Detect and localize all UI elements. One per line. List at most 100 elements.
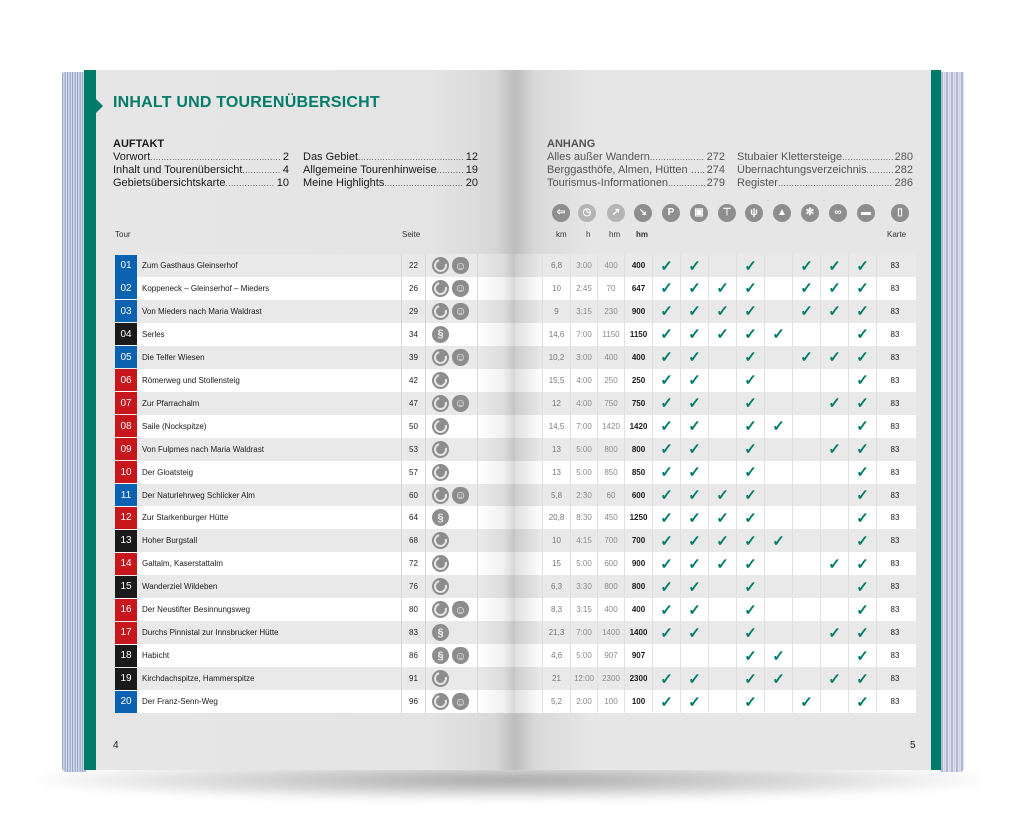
tour-row-right[interactable]: 15 5:00 600 900 ✓ ✓ ✓ ✓ ✓ ✓ 83 (515, 552, 916, 576)
check-accommodation: ✓ (849, 391, 877, 415)
tour-row-left[interactable]: 20 Der Franz-Senn-Weg 96 (115, 690, 515, 714)
tour-name[interactable]: Serles (137, 322, 402, 346)
tour-row-right[interactable]: 6,8 3:00 400 400 ✓ ✓ ✓ ✓ ✓ ✓ 83 (515, 254, 916, 277)
tour-row-left[interactable]: 10 Der Gloatsteig 57 (115, 460, 515, 484)
tour-row-left[interactable]: 05 Die Telfer Wiesen 39 (115, 345, 515, 369)
loop-route-icon (432, 578, 449, 596)
toc-entry[interactable]: Übernachtungsverzeichnis 282 (737, 164, 913, 177)
tour-row-right[interactable]: 14,6 7:00 1150 1150 ✓ ✓ ✓ ✓ ✓ ✓ 83 (515, 322, 916, 346)
tour-row-right[interactable]: 21 12:00 2300 2300 ✓ ✓ ✓ ✓ ✓ ✓ 83 (515, 667, 916, 691)
tour-row-right[interactable]: 10 4:15 700 700 ✓ ✓ ✓ ✓ ✓ ✓ 83 (515, 529, 916, 553)
tour-row-left[interactable]: 13 Hoher Burgstall 68 (115, 529, 515, 553)
tour-row-left[interactable]: 02 Koppeneck – Gleinserhof – Mieders 26 (115, 276, 515, 300)
tour-row-left[interactable]: 17 Durchs Pinnistal zur Innsbrucker Hütte… (115, 621, 515, 645)
tour-row-left[interactable]: 09 Von Fulpmes nach Maria Waldrast 53 (115, 437, 515, 461)
tour-name[interactable]: Der Neustifter Besinnungsweg (137, 598, 402, 622)
toc-entry[interactable]: Inhalt und Tourenübersicht 4 (113, 164, 289, 177)
tour-name[interactable]: Zum Gasthaus Gleinserhof (137, 254, 402, 277)
toc-entry[interactable]: Register 286 (737, 177, 913, 190)
duration-h: 4:00 (571, 391, 598, 415)
map-number: 83 (890, 674, 900, 684)
toc-entry[interactable]: Stubaier Klettersteige 280 (737, 151, 913, 164)
tour-row-right[interactable]: 21,3 7:00 1400 1400 ✓ ✓ ✓ ✓ ✓ 83 (515, 621, 916, 645)
gondola-icon: ⊤ (718, 204, 736, 222)
check-gondola: ✓ (709, 276, 737, 300)
tour-page-number: 91 (402, 667, 426, 691)
loop-route-icon (432, 693, 449, 711)
tour-name[interactable]: Hoher Burgstall (137, 529, 402, 553)
kids-friendly-icon (452, 693, 469, 711)
tour-name[interactable]: Koppeneck – Gleinserhof – Mieders (137, 276, 402, 300)
toc-entry[interactable]: Tourismus-Informationen 279 (547, 177, 725, 190)
tour-row-right[interactable]: 5,2 2:00 100 100 ✓ ✓ ✓ ✓ ✓ 83 (515, 690, 916, 714)
summit-icon: ▲ (773, 204, 791, 222)
tour-name[interactable]: Von Mieders nach Maria Waldrast (137, 299, 402, 323)
tour-row-right[interactable]: 12 4:00 750 750 ✓ ✓ ✓ ✓ ✓ 83 (515, 391, 916, 415)
toc-entry[interactable]: Vorwort 2 (113, 151, 289, 164)
tour-name[interactable]: Wanderziel Wildeben (137, 575, 402, 599)
tour-row-right[interactable]: 5,8 2:30 60 600 ✓ ✓ ✓ ✓ ✓ 83 (515, 483, 916, 507)
tour-name[interactable]: Die Telfer Wiesen (137, 345, 402, 369)
tour-row-right[interactable]: 13 5:00 800 800 ✓ ✓ ✓ ✓ ✓ 83 (515, 437, 916, 461)
tour-row-right[interactable]: 14,5 7:00 1420 1420 ✓ ✓ ✓ ✓ ✓ 83 (515, 414, 916, 438)
tour-row-left[interactable]: 15 Wanderziel Wildeben 76 (115, 575, 515, 599)
tour-row-right[interactable]: 13 5:00 850 850 ✓ ✓ ✓ ✓ 83 (515, 460, 916, 484)
tour-row-right[interactable]: 20,8 8:30 450 1250 ✓ ✓ ✓ ✓ ✓ 83 (515, 506, 916, 530)
tour-name[interactable]: Habicht (137, 644, 402, 668)
tour-row-right[interactable]: 8,3 3:15 400 400 ✓ ✓ ✓ ✓ 83 (515, 598, 916, 622)
toc-entry[interactable]: Alles außer Wandern 272 (547, 151, 725, 164)
tour-row-left[interactable]: 04 Serles 34 § (115, 322, 515, 346)
tour-name[interactable]: Der Franz-Senn-Weg (137, 690, 402, 714)
toc-entry[interactable]: Berggasthöfe, Almen, Hütten ... 274 (547, 164, 725, 177)
tour-row-left[interactable]: 12 Zur Starkenburger Hütte 64 § (115, 506, 515, 530)
tour-row-left[interactable]: 07 Zur Pfarrachalm 47 (115, 391, 515, 415)
toc-entry[interactable]: Das Gebiet 12 (303, 151, 478, 164)
tour-name[interactable]: Römerweg und Stollensteig (137, 368, 402, 392)
ascent-hm: 60 (598, 483, 625, 507)
tour-row-right[interactable]: 15,5 4:00 250 250 ✓ ✓ ✓ ✓ 83 (515, 368, 916, 392)
check-bike: ✓ (821, 345, 849, 369)
check-summit (765, 552, 793, 576)
tour-row-right[interactable]: 10 2:45 70 647 ✓ ✓ ✓ ✓ ✓ ✓ ✓ 83 (515, 276, 916, 300)
toc-entry[interactable]: Allgemeine Tourenhinweise 19 (303, 164, 478, 177)
tour-row-right[interactable]: 9 3:15 230 900 ✓ ✓ ✓ ✓ ✓ ✓ ✓ 83 (515, 299, 916, 323)
check-accommodation: ✓ (849, 437, 877, 461)
toc-entry[interactable]: Gebietsübersichtskarte 10 (113, 177, 289, 190)
tour-name[interactable]: Zur Pfarrachalm (137, 391, 402, 415)
check-parking: ✓ (653, 276, 681, 300)
tour-row-left[interactable]: 08 Saile (Nockspitze) 50 (115, 414, 515, 438)
descent-hm: 1150 (625, 322, 653, 346)
tour-row-right[interactable]: 10,2 3:00 400 400 ✓ ✓ ✓ ✓ ✓ ✓ 83 (515, 345, 916, 369)
tour-row-left[interactable]: 11 Der Naturlehrweg Schlicker Alm 60 (115, 483, 515, 507)
gutter-shade (515, 690, 543, 714)
toc-entry-label: Tourismus-Informationen (547, 177, 669, 189)
tour-name[interactable]: Durchs Pinnistal zur Innsbrucker Hütte (137, 621, 402, 645)
tour-name[interactable]: Von Fulpmes nach Maria Waldrast (137, 437, 402, 461)
check-bus: ✓ (681, 437, 709, 461)
tour-row-left[interactable]: 18 Habicht 86 § (115, 644, 515, 668)
tour-row-left[interactable]: 01 Zum Gasthaus Gleinserhof 22 (115, 254, 515, 277)
tour-name[interactable]: Zur Starkenburger Hütte (137, 506, 402, 530)
check-accommodation: ✓ (849, 322, 877, 346)
toc-entry-page: 272 (706, 151, 725, 163)
map-number: 83 (890, 536, 900, 546)
tour-name[interactable]: Saile (Nockspitze) (137, 414, 402, 438)
tour-row-right[interactable]: 4,6 5:00 907 907 ✓ ✓ ✓ 83 (515, 644, 916, 668)
tour-row-left[interactable]: 14 Galtalm, Kaserstattalm 72 (115, 552, 515, 576)
tour-row-left[interactable]: 06 Römerweg und Stollensteig 42 (115, 368, 515, 392)
check-summit (765, 506, 793, 530)
tour-row-left[interactable]: 16 Der Neustifter Besinnungsweg 80 (115, 598, 515, 622)
tour-name[interactable]: Kirchdachspitze, Hammerspitze (137, 667, 402, 691)
tour-row-left[interactable]: 19 Kirchdachspitze, Hammerspitze 91 (115, 667, 515, 691)
toc-entry-label: Übernachtungsverzeichnis (737, 164, 867, 176)
toc-entry[interactable]: Meine Highlights 20 (303, 177, 478, 190)
tour-page-number: 22 (402, 254, 426, 277)
check-gondola: ✓ (709, 322, 737, 346)
check-restaurant: ✓ (737, 621, 765, 645)
tour-name[interactable]: Der Naturlehrweg Schlicker Alm (137, 483, 402, 507)
tour-name[interactable]: Der Gloatsteig (137, 460, 402, 484)
tour-name[interactable]: Galtalm, Kaserstattalm (137, 552, 402, 576)
tour-row-right[interactable]: 6,3 3:30 800 800 ✓ ✓ ✓ ✓ 83 (515, 575, 916, 599)
duration-h: 3:00 (571, 345, 598, 369)
tour-row-left[interactable]: 03 Von Mieders nach Maria Waldrast 29 (115, 299, 515, 323)
